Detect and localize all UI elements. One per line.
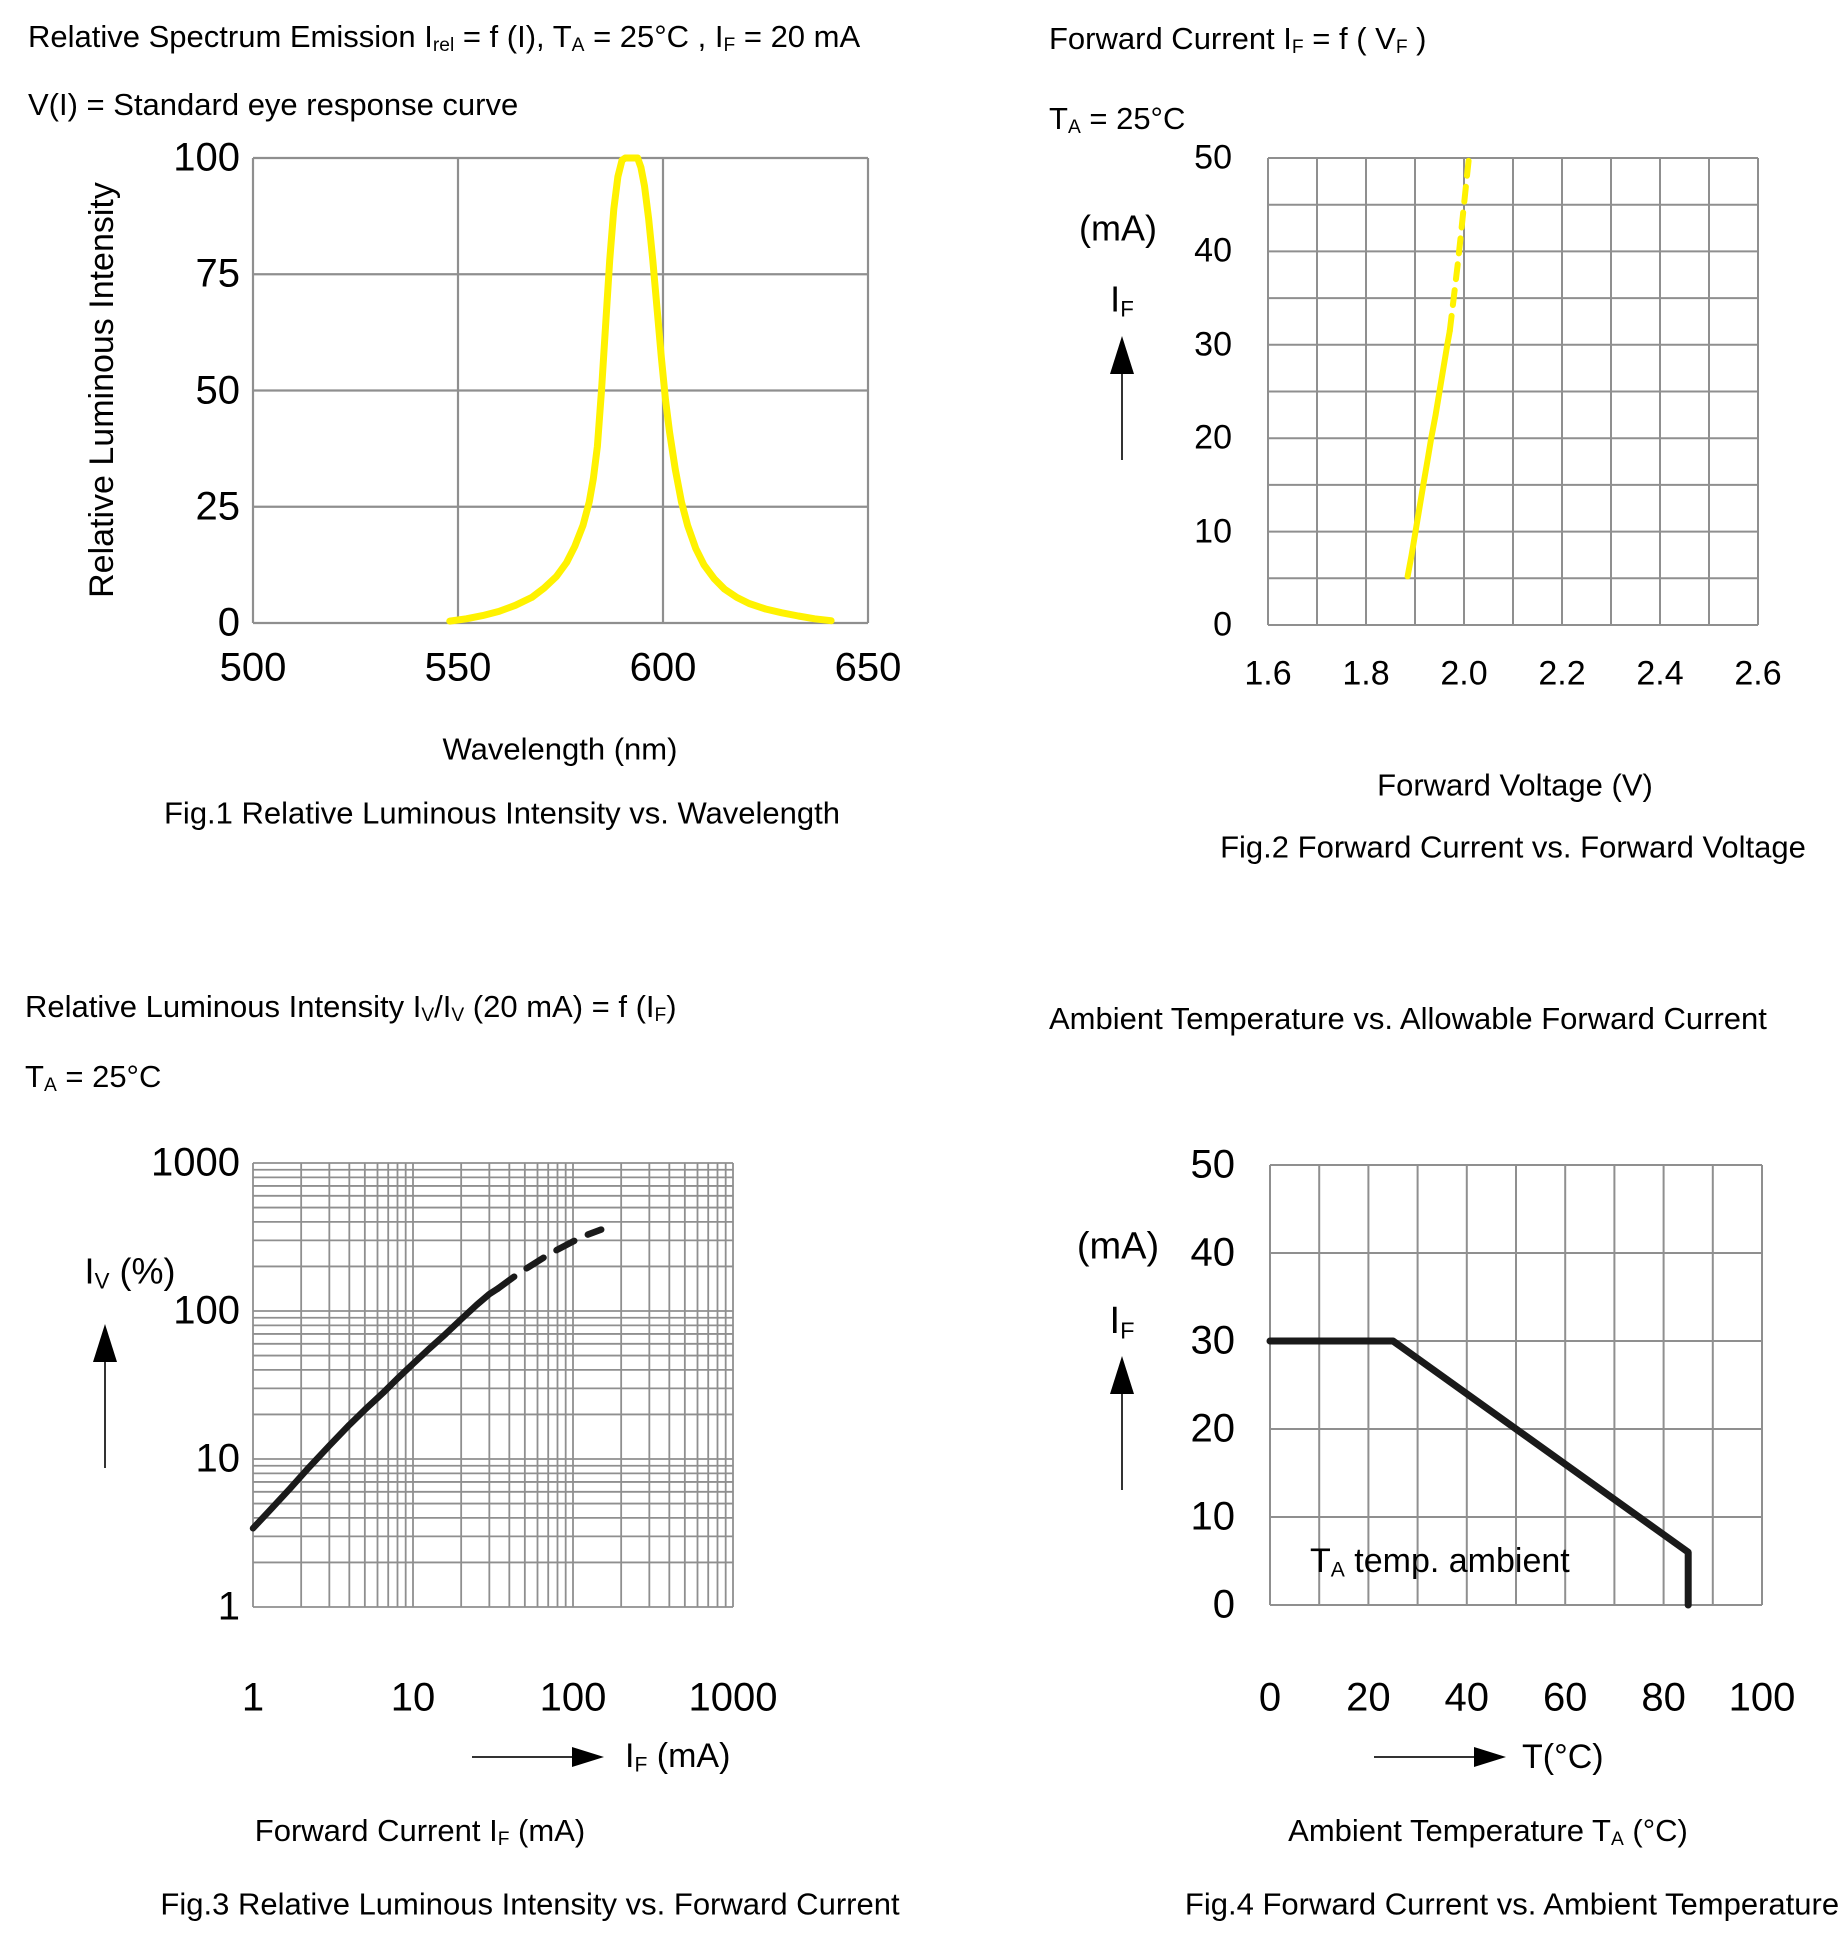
fig3-y-tick-label: 100 bbox=[173, 1288, 240, 1333]
fig3-x-arrow-label: IF (mA) bbox=[625, 1737, 731, 1777]
fig1-x-axis-label: Wavelength (nm) bbox=[442, 731, 678, 767]
fig1-x-tick-label: 550 bbox=[424, 645, 492, 690]
fig4-plot bbox=[1266, 1164, 1763, 1609]
fig4-y-tick-label: 10 bbox=[1190, 1494, 1236, 1539]
fig2-y-tick-label: 30 bbox=[1194, 325, 1232, 364]
fig3-y-tick-label: 1000 bbox=[151, 1140, 240, 1185]
fig2-y-tick-label: 10 bbox=[1194, 512, 1232, 551]
fig4-caption: Fig.4 Forward Current vs. Ambient Temper… bbox=[1184, 1886, 1840, 1922]
fig2-up-arrow-icon bbox=[1110, 336, 1134, 460]
fig1-title-line2: V(I) = Standard eye response curve bbox=[28, 87, 519, 122]
fig3-up-arrow-icon bbox=[93, 1324, 117, 1468]
fig2-x-tick-label: 1.6 bbox=[1244, 654, 1292, 693]
fig4-unit-label: (mA) bbox=[1076, 1225, 1160, 1268]
fig1-title-line1: Relative Spectrum Emission Irel = f (I),… bbox=[28, 19, 861, 57]
fig4-x-axis-label: Ambient Temperature TA (°C) bbox=[1288, 1812, 1688, 1851]
fig1-x-tick-label: 500 bbox=[219, 645, 287, 690]
fig4-up-arrow-icon bbox=[1110, 1356, 1134, 1490]
fig1-curve-relative-spectrum-emission bbox=[446, 154, 835, 625]
fig1-plot bbox=[251, 154, 870, 625]
fig3-plot bbox=[249, 1162, 734, 1608]
fig4-y-tick-label: 0 bbox=[1212, 1582, 1235, 1627]
fig2-x-tick-label: 2.2 bbox=[1538, 654, 1586, 693]
fig3-caption: Fig.3 Relative Luminous Intensity vs. Fo… bbox=[160, 1886, 900, 1922]
fig4-x-tick-label: 100 bbox=[1728, 1675, 1796, 1720]
fig2-y-tick-label: 40 bbox=[1194, 231, 1232, 270]
fig2-plot bbox=[1267, 155, 1759, 626]
fig2-curve-forward-current-measured bbox=[1404, 327, 1453, 580]
fig3-right-arrow-icon bbox=[472, 1747, 604, 1767]
fig2-x-tick-label: 1.8 bbox=[1342, 654, 1390, 693]
fig3-curve-relative-luminous-intensity-measured bbox=[249, 1285, 502, 1532]
fig4-y-tick-label: 20 bbox=[1190, 1406, 1236, 1451]
fig1-y-tick-label: 0 bbox=[217, 600, 240, 645]
fig3-x-tick-label: 100 bbox=[539, 1675, 607, 1720]
fig2-title-line1: Forward Current IF = f ( VF ) bbox=[1049, 21, 1427, 59]
fig1-y-tick-label: 25 bbox=[195, 484, 241, 529]
fig3-x-tick-label: 10 bbox=[390, 1675, 436, 1720]
fig1-y-tick-label: 100 bbox=[173, 135, 240, 180]
fig4-x-tick-label: 20 bbox=[1346, 1675, 1391, 1720]
fig4-x-tick-label: 60 bbox=[1542, 1675, 1588, 1720]
fig2-title-line2: TA = 25°C bbox=[1049, 101, 1186, 139]
fig3-title-line1: Relative Luminous Intensity IV/IV (20 mA… bbox=[25, 989, 677, 1027]
fig2-y-tick-label: 0 bbox=[1213, 605, 1232, 644]
fig4-title: Ambient Temperature vs. Allowable Forwar… bbox=[1049, 1001, 1767, 1036]
fig2-x-tick-label: 2.0 bbox=[1440, 654, 1488, 693]
fig4-x-tick-label: 80 bbox=[1641, 1675, 1686, 1720]
fig1-caption: Fig.1 Relative Luminous Intensity vs. Wa… bbox=[163, 795, 841, 831]
fig3-x-axis-label: Forward Current IF (mA) bbox=[254, 1812, 586, 1851]
fig3-title-line2: TA = 25°C bbox=[25, 1059, 162, 1097]
fig1-y-tick-label: 75 bbox=[195, 251, 241, 296]
fig3-x-tick-label: 1000 bbox=[688, 1675, 778, 1720]
fig2-curve-forward-current-extrapolated bbox=[1446, 155, 1472, 334]
fig2-x-axis-label: Forward Voltage (V) bbox=[1377, 767, 1653, 803]
fig2-unit-label: (mA) bbox=[1079, 207, 1157, 249]
fig3-curve-relative-luminous-intensity-extrapolated bbox=[494, 1226, 605, 1292]
fig2-y-tick-label: 50 bbox=[1194, 138, 1232, 177]
fig4-right-arrow-icon bbox=[1374, 1747, 1506, 1767]
fig1-y-tick-label: 50 bbox=[195, 368, 241, 412]
fig3-y-tick-label: 10 bbox=[195, 1436, 241, 1481]
fig2-x-tick-label: 2.6 bbox=[1734, 654, 1782, 693]
fig3-x-tick-label: 1 bbox=[241, 1675, 265, 1720]
fig2-x-tick-label: 2.4 bbox=[1636, 654, 1684, 693]
fig1-x-tick-label: 600 bbox=[629, 645, 697, 690]
fig2-caption: Fig.2 Forward Current vs. Forward Voltag… bbox=[1220, 829, 1806, 865]
fig3-y-tick-label: 1 bbox=[217, 1584, 240, 1629]
fig4-y-tick-label: 40 bbox=[1190, 1230, 1236, 1275]
fig1-x-tick-label: 650 bbox=[834, 645, 902, 690]
fig2-axis-symbol: IF bbox=[1110, 278, 1134, 322]
fig4-x-tick-label: 0 bbox=[1258, 1675, 1282, 1720]
fig4-axis-symbol: IF bbox=[1109, 1300, 1135, 1344]
fig4-y-tick-label: 50 bbox=[1190, 1142, 1236, 1187]
fig4-x-arrow-label: T(°C) bbox=[1522, 1737, 1604, 1776]
fig4-x-tick-label: 40 bbox=[1444, 1675, 1490, 1720]
fig2-y-tick-label: 20 bbox=[1194, 418, 1232, 457]
fig4-annotation: TA temp. ambient bbox=[1310, 1542, 1570, 1582]
fig3-y-axis-symbol: IV (%) bbox=[84, 1250, 176, 1294]
fig4-curve-allowable-forward-current bbox=[1266, 1337, 1692, 1609]
fig4-y-tick-label: 30 bbox=[1190, 1318, 1236, 1363]
